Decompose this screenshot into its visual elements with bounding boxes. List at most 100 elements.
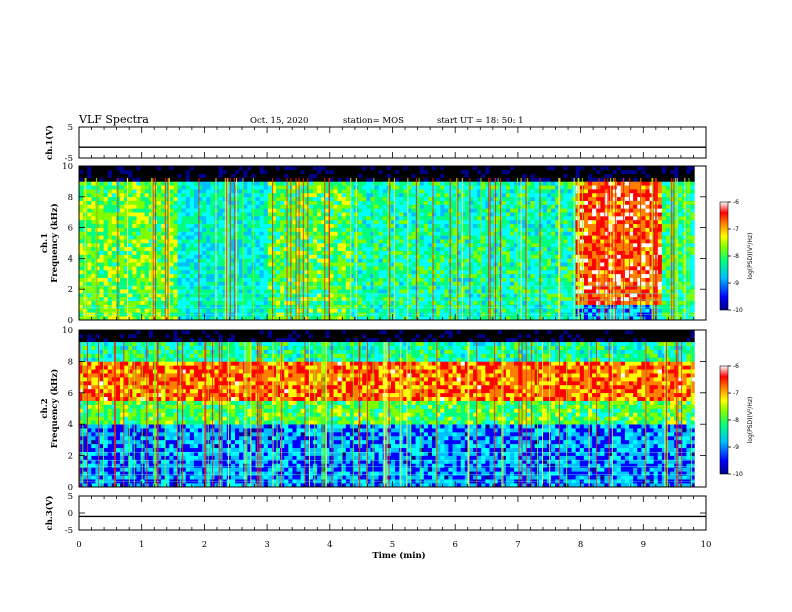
ch1-spectrogram-cell <box>551 208 556 213</box>
ch1-spectrogram-cell <box>189 239 195 244</box>
ch1-spectrogram-cell <box>349 169 355 174</box>
ch1-spectrogram-cell <box>317 281 322 286</box>
ch1-spectrogram-cell <box>128 196 133 201</box>
ch1-spectrogram-cell <box>255 223 260 228</box>
ch1-spectrogram-cell <box>378 304 384 309</box>
ch1-spectrogram-cell <box>304 300 310 305</box>
ch1-spectrogram-cell <box>477 296 482 302</box>
ch1-spectrogram-cell <box>518 181 523 186</box>
ch1-spectrogram-cell <box>276 196 281 201</box>
ch1-spectrogram-cell <box>546 289 552 294</box>
ch1-spectrogram-cell <box>345 169 351 174</box>
ch1-spectrogram-cell <box>419 266 425 271</box>
ch1-spectrogram-cell <box>329 258 334 263</box>
ch1-spectrogram-cell <box>280 281 285 286</box>
ch1-spectrogram-cell <box>452 169 457 174</box>
ch1-spectrogram-cell <box>546 277 552 282</box>
ch1-spectrogram-cell <box>267 169 273 174</box>
ch1-spectrogram-cell <box>419 289 425 294</box>
ch1-spectrogram-cell <box>534 300 540 305</box>
ch1-spectrogram-cell <box>198 173 203 178</box>
ch1-spectrogram-cell <box>198 169 203 174</box>
ch1-spectrogram-cell <box>563 204 568 209</box>
ch1-spectrogram-cell <box>563 308 568 313</box>
ch1-spectrogram-cell <box>542 300 548 305</box>
ch1-spectrogram-cell <box>79 216 84 221</box>
ch1-spectrogram-cell <box>436 262 441 267</box>
ch1-spectrogram-cell <box>366 196 371 201</box>
ch1-spectrogram-cell <box>321 208 326 213</box>
ch1-spectrogram-cell <box>448 166 453 171</box>
ch1-spectrogram-cell <box>280 177 285 182</box>
ch1-spectrogram-cell <box>185 289 191 294</box>
ch1-spectrogram-cell <box>551 273 556 278</box>
ch1-spectrogram-cell <box>111 189 117 194</box>
ch1-spectrogram-cell <box>403 177 408 182</box>
ch1-spectrogram-cell <box>271 269 277 275</box>
ch1-spectrogram-cell <box>226 166 232 171</box>
ch1-spectrogram-cell <box>87 177 92 182</box>
ch1-spectrogram-cell <box>165 304 170 309</box>
ch1-spectrogram-cell <box>489 246 494 251</box>
ch1-spectrogram-cell <box>399 196 404 201</box>
ch1-spectrogram-cell <box>165 285 170 290</box>
ch1-spectrogram-cell <box>325 258 330 263</box>
ch1-spectrogram-cell <box>128 246 133 251</box>
ch1-spectrogram-cell <box>189 196 195 201</box>
ch1-spectrogram-cell <box>210 204 215 209</box>
ch1-spectrogram-cell <box>321 273 326 278</box>
ch1-spectrogram-cell <box>308 166 314 171</box>
ch1-spectrogram-cell <box>321 262 326 267</box>
ch1-spectrogram-cell <box>555 258 560 263</box>
ch1-spectrogram-cell <box>325 266 330 271</box>
ch1-spectrogram-cell <box>263 300 269 305</box>
ch1-spectrogram-cell <box>148 289 154 294</box>
ch1-spectrogram-cell <box>120 169 125 174</box>
ch1-spectrogram-cell <box>259 192 265 198</box>
ch1-spectrogram-cell <box>312 296 318 302</box>
ch1-spectrogram-cell <box>542 231 548 236</box>
ch1-spectrogram-cell <box>312 216 318 221</box>
ch1-spectrogram-cell <box>107 266 113 271</box>
ch1-spectrogram-cell <box>510 277 515 282</box>
ch1-spectrogram-cell <box>214 231 219 236</box>
ch1-spectrogram-cell <box>518 243 523 248</box>
ch1-spectrogram-cell <box>214 177 219 182</box>
ch1-spectrogram-cell <box>473 258 478 263</box>
ch1-spectrogram-cell <box>271 246 277 251</box>
ch1-spectrogram-cell <box>337 304 342 309</box>
ch1-spectrogram-cell <box>95 304 100 309</box>
ch1-spectrogram-cell <box>452 300 457 305</box>
ch1-spectrogram-cell <box>202 192 207 198</box>
ch1-spectrogram-cell <box>473 289 478 294</box>
ch1-spectrogram-cell <box>403 250 408 255</box>
ch1-spectrogram-cell <box>234 223 240 228</box>
ch1-spectrogram-cell <box>198 219 203 225</box>
ch1-spectrogram-cell <box>526 166 531 171</box>
ch1-spectrogram-cell <box>132 235 137 240</box>
ch1-spectrogram-cell <box>538 173 544 178</box>
ch1-spectrogram-cell <box>423 200 429 205</box>
ch1-spectrogram-cell <box>247 285 252 290</box>
ch1-spectrogram-cell <box>243 219 248 225</box>
ch1-spectrogram-cell <box>399 308 404 313</box>
ch1-spectrogram-cell <box>497 181 503 186</box>
ch1-spectrogram-cell <box>136 219 141 225</box>
ch1-spectrogram-cell <box>436 173 441 178</box>
ch1-spectrogram-cell <box>169 316 174 320</box>
ch1-spectrogram-cell <box>505 219 511 225</box>
ch1-spectrogram-cell <box>464 185 470 190</box>
ch1-spectrogram-cell <box>427 173 433 178</box>
ch1-spectrogram-cell <box>456 239 462 244</box>
ch1-spectrogram-cell <box>464 196 470 201</box>
ch1-spectrogram-cell <box>165 235 170 240</box>
ch1-spectrogram-cell <box>468 173 474 178</box>
ch1-spectrogram-cell <box>423 316 429 320</box>
ch1-spectrogram-cell <box>230 231 236 236</box>
ch1-spectrogram-cell <box>518 285 523 290</box>
ch1-spectrogram-cell <box>444 219 449 225</box>
ch1-spectrogram-cell <box>415 169 420 174</box>
ch1-spectrogram-cell <box>436 169 441 174</box>
ch1-spectrogram-cell <box>263 262 269 267</box>
ch1-spectrogram-cell <box>206 200 211 205</box>
